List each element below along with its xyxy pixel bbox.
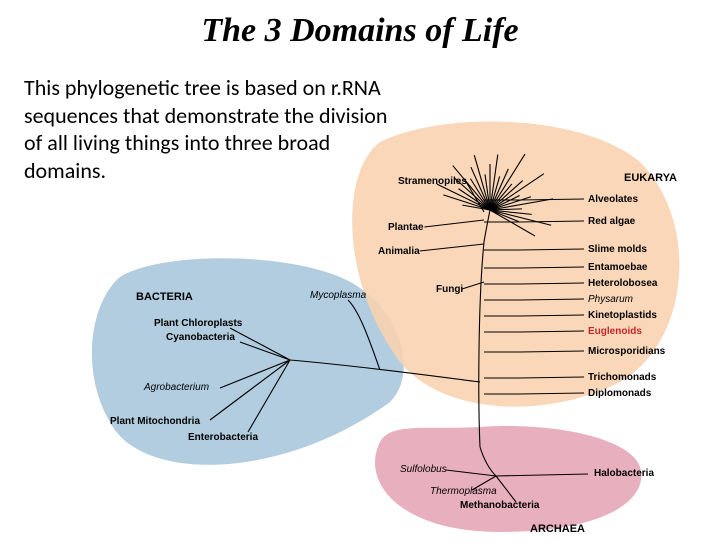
eukarya-group-label: Red algae [588, 216, 636, 227]
bacteria-group-label: Agrobacterium [143, 382, 209, 393]
eukarya-group-label: Euglenoids [588, 326, 642, 337]
bacteria-group-label: Mycoplasma [310, 290, 367, 301]
eukarya-group-label: Diplomonads [588, 388, 652, 399]
eukarya-group-label: Fungi [436, 284, 463, 295]
eukarya-group-label: Kinetoplastids [588, 310, 657, 321]
archaea-group-label: Methanobacteria [460, 500, 540, 511]
eukarya-group-label: Slime molds [588, 244, 647, 255]
eukarya-group-label: Entamoebae [588, 262, 648, 273]
eukarya-domain-label: EUKARYA [624, 172, 677, 184]
bacteria-group-label: Cyanobacteria [166, 332, 235, 343]
bacteria-domain-label: BACTERIA [136, 291, 193, 303]
eukarya-group-label: Stramenopiles [398, 176, 467, 187]
eukarya-group-label: Trichomonads [588, 372, 657, 383]
eukarya-group-label: Heterolobosea [588, 278, 658, 289]
archaea-domain-label: ARCHAEA [530, 523, 585, 535]
bacteria-group-label: Plant Mitochondria [110, 416, 200, 427]
archaea-group-label: Thermoplasma [430, 486, 497, 497]
eukarya-group-label: Plantae [388, 222, 424, 233]
phylogenetic-tree-diagram: BACTERIA EUKARYA ARCHAEA Plant Chloropla… [80, 82, 700, 542]
eukarya-group-label: Physarum [588, 294, 633, 305]
page-title: The 3 Domains of Life [0, 12, 720, 50]
bacteria-group-label: Enterobacteria [188, 432, 258, 443]
archaea-group-label: Sulfolobus [400, 464, 447, 475]
eukarya-group-label: Microsporidians [588, 346, 666, 357]
archaea-blob [375, 426, 641, 532]
archaea-group-label: Halobacteria [594, 468, 654, 479]
eukarya-group-label: Alveolates [588, 194, 638, 205]
bacteria-group-label: Plant Chloroplasts [154, 318, 243, 329]
eukarya-group-label: Animalia [378, 246, 420, 257]
